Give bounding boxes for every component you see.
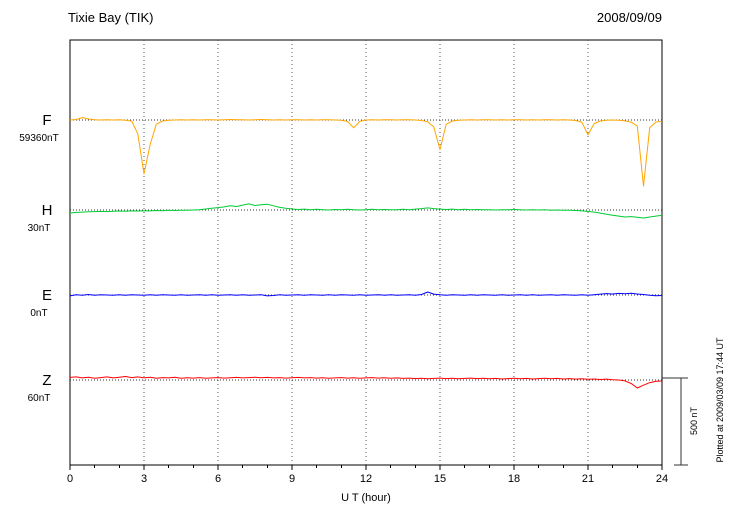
series-baseval-H: 30nT xyxy=(28,223,51,234)
series-letter-Z: Z xyxy=(42,372,51,389)
series-baseval-F: 59360nT xyxy=(19,133,58,144)
series-layer: F 59360nT H 30nT E 0nT Z 60nT xyxy=(19,112,663,404)
x-tick-label: 24 xyxy=(656,473,668,485)
date-label: 2008/09/09 xyxy=(597,10,662,25)
x-axis-label: U T (hour) xyxy=(341,492,391,504)
x-tick-label: 12 xyxy=(360,473,372,485)
series-baseval-Z: 60nT xyxy=(28,393,51,404)
x-tick-label: 9 xyxy=(289,473,295,485)
scale-bar: 500 nT xyxy=(662,377,699,466)
grid-layer xyxy=(69,40,663,470)
trace-Z xyxy=(69,376,663,389)
series-letter-F: F xyxy=(42,112,51,129)
x-tick-labels: 0 3 6 9 12 15 18 21 24 xyxy=(67,473,668,485)
x-tick-label: 21 xyxy=(582,473,594,485)
page-title: Tixie Bay (TIK) xyxy=(68,10,153,25)
series-letter-E: E xyxy=(42,287,52,304)
trace-F xyxy=(69,117,663,187)
scale-bar-label: 500 nT xyxy=(689,406,699,435)
x-tick-label: 6 xyxy=(215,473,221,485)
trace-E xyxy=(69,291,663,297)
x-tick-label: 18 xyxy=(508,473,520,485)
series-baseval-E: 0nT xyxy=(30,308,47,319)
x-tick-label: 0 xyxy=(67,473,73,485)
plotted-at-label: Plotted at 2009/03/09 17:44 UT xyxy=(715,337,725,463)
x-tick-label: 15 xyxy=(434,473,446,485)
series-letter-H: H xyxy=(42,202,53,219)
trace-H xyxy=(69,203,663,219)
x-tick-label: 3 xyxy=(141,473,147,485)
